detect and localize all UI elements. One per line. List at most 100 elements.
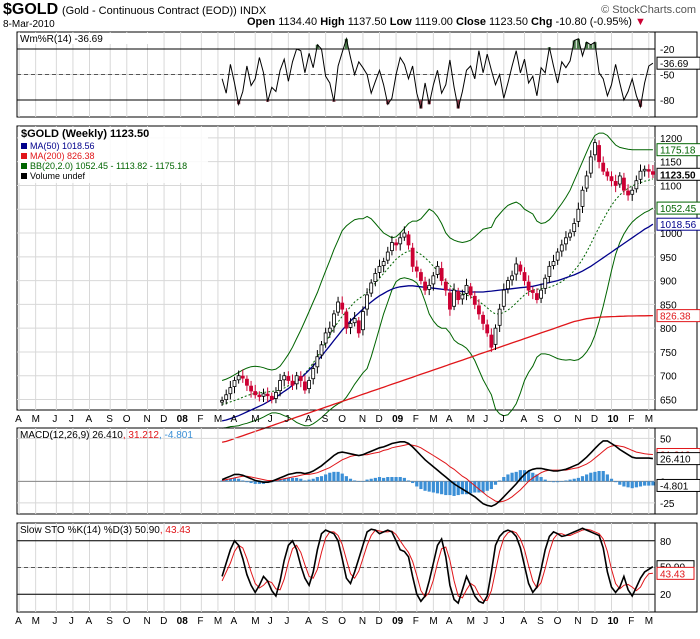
macd-histogram-bar bbox=[390, 477, 394, 482]
macd-histogram-bar bbox=[506, 474, 510, 482]
x-axis-label: S bbox=[322, 616, 329, 627]
x-axis-label: O bbox=[554, 414, 562, 425]
macd-histogram-bar bbox=[456, 481, 460, 496]
price-legend-bg bbox=[18, 127, 208, 183]
macd-histogram-bar bbox=[328, 472, 332, 482]
high-label: High bbox=[320, 16, 345, 28]
candle-body bbox=[613, 181, 618, 186]
chg-value: -10.80 (-0.95%) bbox=[555, 16, 632, 28]
candle-body bbox=[580, 189, 585, 207]
macd-histogram-bar bbox=[340, 473, 344, 482]
macd-histogram-bar bbox=[543, 479, 547, 482]
macd-histogram-bar bbox=[394, 477, 398, 482]
x-axis-label: 09 bbox=[392, 616, 404, 627]
y-tick-label: 1000 bbox=[660, 229, 683, 240]
chg-label: Chg bbox=[531, 16, 553, 28]
candle-body bbox=[435, 265, 440, 275]
y-tick-label: 900 bbox=[660, 277, 677, 288]
candle-body bbox=[257, 394, 262, 398]
x-axis-label: A bbox=[231, 414, 238, 425]
macd-histogram-bar bbox=[473, 481, 477, 493]
macd-histogram-bar bbox=[630, 481, 634, 489]
candle-body bbox=[332, 313, 336, 327]
x-axis-label: A bbox=[446, 414, 453, 425]
macd-histogram-bar bbox=[332, 471, 336, 482]
x-axis-label: M bbox=[645, 616, 653, 627]
macd-signal-line bbox=[221, 443, 653, 503]
candle-body bbox=[443, 281, 448, 291]
candle-body bbox=[394, 242, 398, 246]
macd-histogram-bar bbox=[373, 477, 377, 482]
candle-body bbox=[460, 294, 465, 300]
candle-body bbox=[630, 189, 635, 195]
candle-body bbox=[373, 273, 378, 282]
candle-body bbox=[406, 234, 411, 246]
x-axis-label: S bbox=[106, 414, 113, 425]
candle-body bbox=[315, 356, 320, 368]
y-tick-label: 650 bbox=[660, 396, 677, 407]
x-axis-label: 09 bbox=[392, 414, 404, 425]
x-axis-label: D bbox=[591, 414, 598, 425]
candle-body bbox=[398, 237, 403, 245]
x-axis-label: A bbox=[521, 414, 528, 425]
x-axis-label: S bbox=[537, 616, 544, 627]
macd-histogram-bar bbox=[253, 481, 257, 484]
candle-body bbox=[559, 244, 564, 252]
candle-body bbox=[274, 391, 278, 399]
candle-body bbox=[369, 282, 374, 294]
macd-histogram-bar bbox=[286, 477, 290, 482]
macd-histogram-bar bbox=[299, 478, 303, 482]
macd-histogram-bar bbox=[357, 481, 361, 482]
x-axis-label: F bbox=[197, 414, 203, 425]
symbol-description: (Gold - Continuous Contract (EOD)) INDX bbox=[62, 5, 267, 17]
macd-histogram-bar bbox=[365, 479, 369, 482]
candle-body bbox=[427, 284, 432, 290]
sto-d-line bbox=[221, 528, 653, 601]
candle-body bbox=[526, 281, 531, 291]
macd-histogram-bar bbox=[597, 471, 601, 482]
sto-value-tag: 43.43 bbox=[660, 569, 685, 580]
open-value: 1134.40 bbox=[278, 16, 318, 28]
macd-histogram-bar bbox=[278, 479, 282, 482]
y-tick-label: 800 bbox=[660, 324, 677, 335]
y-tick-label: 700 bbox=[660, 372, 677, 383]
candle-body bbox=[278, 380, 282, 392]
candle-body bbox=[390, 242, 394, 252]
x-axis-label: F bbox=[413, 616, 419, 627]
x-axis-label: J bbox=[69, 616, 74, 627]
legend-entry: BB(20,2.0) 1052.45 - 1113.82 - 1175.18 bbox=[30, 161, 187, 171]
candle-body bbox=[419, 272, 423, 282]
candle-body bbox=[236, 375, 241, 381]
y-tick-label: 850 bbox=[660, 300, 677, 311]
macd-histogram-bar bbox=[560, 481, 564, 482]
wm-overbought-fill bbox=[576, 38, 580, 49]
candle-body bbox=[381, 261, 386, 267]
x-axis-label: J bbox=[284, 616, 289, 627]
candle-body bbox=[626, 190, 630, 196]
macd-histogram-bar bbox=[514, 471, 518, 482]
y-tick-label: 80 bbox=[660, 537, 672, 548]
x-axis-label: A bbox=[231, 616, 238, 627]
candle-body bbox=[261, 393, 266, 397]
wm-overbought-fill bbox=[585, 42, 589, 49]
wm-overbought-fill bbox=[572, 40, 576, 49]
candle-body bbox=[319, 344, 324, 356]
macd-histogram-bar bbox=[539, 477, 543, 482]
candle-body bbox=[601, 162, 606, 172]
candle-body bbox=[431, 275, 436, 285]
x-axis-label: A bbox=[86, 414, 93, 425]
x-axis-label: A bbox=[15, 616, 22, 627]
candle-body bbox=[522, 272, 527, 282]
macd-histogram-bar bbox=[580, 476, 585, 482]
candle-body bbox=[240, 375, 245, 379]
brand-label[interactable]: © StockCharts.com bbox=[601, 4, 696, 16]
x-axis-label: M bbox=[429, 616, 437, 627]
macd-histogram-bar bbox=[551, 481, 556, 483]
candle-body bbox=[294, 375, 299, 385]
macd-histogram-bar bbox=[535, 474, 539, 482]
bb-lower-line bbox=[222, 207, 654, 429]
candle-body bbox=[535, 293, 539, 301]
macd-histogram-bar bbox=[556, 481, 560, 483]
y-tick-label: 1100 bbox=[660, 181, 682, 192]
